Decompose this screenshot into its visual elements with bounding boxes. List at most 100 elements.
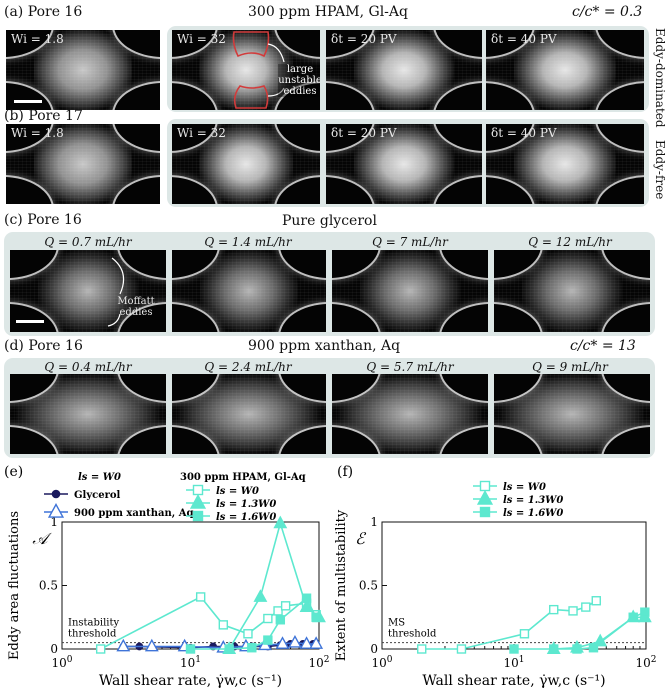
panel-a-image-4: δt = 40 PV bbox=[486, 30, 644, 110]
threshold-label: MS threshold bbox=[388, 618, 437, 640]
scale-bar bbox=[14, 100, 42, 103]
series-0-point bbox=[549, 604, 559, 615]
panel-c-label: (c) Pore 16 bbox=[4, 212, 82, 228]
series-4-point bbox=[224, 644, 234, 654]
series-0-point bbox=[456, 644, 467, 654]
legend-label: ls = 1.6W0 bbox=[216, 512, 276, 523]
legend-marker bbox=[47, 503, 65, 518]
panel-a-label: (a) Pore 16 bbox=[4, 4, 83, 20]
panel-a-image-2: Wi = 32 large unstable eddies bbox=[172, 30, 320, 110]
annotation-arrow bbox=[267, 43, 285, 63]
panel-b-label: (b) Pore 17 bbox=[4, 108, 83, 124]
panel-d-concentration: c/c* = 13 bbox=[570, 338, 636, 354]
series-4-point bbox=[301, 593, 312, 603]
series-0-point bbox=[519, 629, 530, 639]
series-0-point bbox=[581, 602, 591, 612]
series-0-point bbox=[591, 596, 601, 606]
series-1-point bbox=[275, 636, 290, 649]
panel-c-image-2-label: Q = 1.4 mL/hr bbox=[204, 235, 292, 249]
y-axis-symbol: 𝒜 bbox=[32, 529, 52, 548]
panel-a-image-4-label: δt = 40 PV bbox=[491, 32, 557, 46]
panel-a-side-label: Eddy-dominated bbox=[653, 28, 667, 128]
chart-panel-label: (e) bbox=[4, 464, 23, 480]
legend-marker bbox=[189, 494, 207, 509]
legend-marker bbox=[51, 489, 61, 499]
x-tick-label: 102 bbox=[635, 655, 656, 670]
y-axis-label: Extent of multistability bbox=[335, 509, 349, 661]
y-tick-label: 1 bbox=[370, 515, 378, 529]
series-2-point bbox=[572, 644, 582, 654]
series-0-point bbox=[417, 644, 427, 654]
legend-marker bbox=[479, 480, 491, 492]
series-3-point bbox=[299, 599, 314, 613]
eddy-outline-overlay bbox=[232, 31, 285, 109]
large-unstable-eddies-annotation: large unstable eddies bbox=[278, 64, 320, 97]
panel-c-image-4-label: Q = 12 mL/hr bbox=[528, 235, 612, 249]
panel-b-side-label: Eddy-free bbox=[653, 140, 667, 200]
panel-d-image-2 bbox=[172, 374, 326, 454]
scale-bar bbox=[16, 320, 44, 323]
moffatt-eddies-annotation: Moffatt eddies bbox=[117, 296, 155, 318]
series-3-point bbox=[253, 589, 268, 602]
x-tick-label: 100 bbox=[371, 655, 392, 670]
legend-label: ls = W0 bbox=[216, 486, 259, 497]
panel-c-image-1-label: Q = 0.7 mL/hr bbox=[44, 235, 132, 249]
x-tick-label: 101 bbox=[180, 655, 201, 670]
series-4-point bbox=[311, 612, 321, 622]
legend-marker bbox=[192, 510, 204, 522]
series-2-point bbox=[549, 644, 559, 654]
series-4-point bbox=[247, 643, 257, 653]
legend-label: ls = 1.3W0 bbox=[216, 499, 276, 510]
panel-b-image-2-label: Wi = 32 bbox=[177, 126, 226, 140]
panel-a-title: 300 ppm HPAM, Gl-Aq bbox=[248, 4, 408, 20]
panel-b-image-3: δt = 20 PV bbox=[326, 124, 482, 204]
series-2-point bbox=[628, 612, 638, 622]
series-2-point bbox=[588, 643, 599, 653]
y-tick-label: 0.5 bbox=[39, 579, 58, 593]
annotation-arrow bbox=[267, 87, 285, 97]
panel-c-image-3-label: Q = 7 mL/hr bbox=[372, 235, 448, 249]
chart-panel-label: (f) bbox=[337, 464, 353, 480]
x-tick-label: 102 bbox=[308, 655, 329, 670]
panel-c-image-3 bbox=[332, 250, 488, 332]
panel-b-image-1: Wi = 1.8 bbox=[6, 124, 160, 204]
legend-label: ls = W0 bbox=[503, 482, 546, 493]
series-2-point bbox=[195, 592, 206, 602]
series-2-point bbox=[640, 607, 650, 617]
series-2-point bbox=[280, 601, 291, 611]
legend-label: ls = 1.3W0 bbox=[503, 495, 563, 506]
legend-marker bbox=[479, 506, 491, 518]
panel-c-image-1: Moffatt eddies bbox=[10, 250, 166, 332]
panel-a-image-3: δt = 20 PV bbox=[326, 30, 482, 110]
legend-marker bbox=[192, 484, 204, 496]
chart-f: (f) 100 101 102 0 0.5 1 MS threshold Wall shear r… bbox=[335, 464, 657, 689]
panel-d-title: 900 ppm xanthan, Aq bbox=[248, 338, 401, 354]
panel-c-title: Pure glycerol bbox=[282, 213, 377, 229]
x-tick-label: 101 bbox=[503, 655, 524, 670]
y-axis-label: Eddy area fluctuations bbox=[7, 511, 22, 660]
series-1-point bbox=[299, 636, 314, 649]
threshold-label: Instability threshold bbox=[68, 618, 120, 640]
panel-b-image-4-label: δt = 40 PV bbox=[491, 126, 557, 140]
panel-a-image-2-label: Wi = 32 bbox=[177, 32, 226, 46]
series-1-point bbox=[144, 638, 159, 652]
panel-d-image-1-label: Q = 0.4 mL/hr bbox=[44, 360, 132, 374]
panel-c-image-2 bbox=[172, 250, 326, 332]
legend-label: ls = 1.6W0 bbox=[503, 508, 563, 519]
y-tick-label: 0 bbox=[370, 642, 378, 656]
legend-marker bbox=[476, 490, 494, 505]
series-2-point bbox=[218, 620, 229, 630]
chart-e: (e) 100 101 102 0 0.5 1 Instability threshold Wal… bbox=[4, 464, 330, 689]
panel-b-image-4: δt = 40 PV bbox=[486, 124, 644, 204]
legend-label: 900 ppm xanthan, Aq bbox=[74, 508, 193, 519]
panel-d-image-3-label: Q = 5.7 mL/hr bbox=[366, 360, 454, 374]
series-2-point bbox=[273, 606, 283, 616]
eddy-outline-bottom bbox=[233, 85, 269, 109]
panel-a-image-1-label: Wi = 1.8 bbox=[11, 32, 64, 46]
y-tick-label: 0.5 bbox=[359, 579, 378, 593]
y-tick-label: 0 bbox=[50, 642, 58, 656]
series-2-point bbox=[243, 629, 253, 639]
series-2-point bbox=[263, 613, 273, 624]
panel-d-image-4 bbox=[494, 374, 650, 454]
panel-d-image-2-label: Q = 2.4 mL/hr bbox=[204, 360, 292, 374]
